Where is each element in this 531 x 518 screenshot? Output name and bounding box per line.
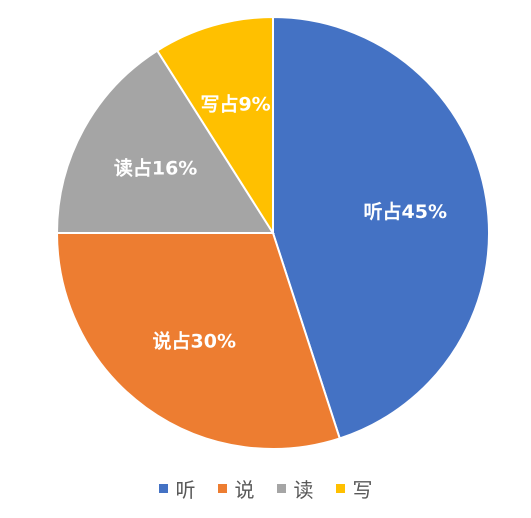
slice-label-speak: 说占30% xyxy=(153,329,236,352)
chart-legend: 听 说 读 写 xyxy=(0,474,531,503)
legend-label-read: 读 xyxy=(293,478,314,502)
legend-item-read: 读 xyxy=(276,474,314,503)
pie-slice-write xyxy=(155,15,274,237)
pie-slice-speak xyxy=(55,232,342,450)
legend-label-listen: 听 xyxy=(175,478,196,502)
legend-swatch-listen xyxy=(158,484,168,493)
legend-item-write: 写 xyxy=(335,474,373,503)
legend-label-write: 写 xyxy=(352,478,373,502)
legend-swatch-write xyxy=(335,484,345,493)
legend-swatch-read xyxy=(276,484,286,493)
legend-item-listen: 听 xyxy=(158,474,196,503)
legend-item-speak: 说 xyxy=(217,474,255,503)
pie-slice-read xyxy=(55,49,275,234)
slice-label-read: 读占16% xyxy=(114,157,197,180)
legend-swatch-speak xyxy=(217,484,227,493)
pie-slices xyxy=(55,15,490,450)
slice-label-write: 写占9% xyxy=(200,92,270,115)
pie-plot-area: 听占45% 说占30% 读占16% 写占9% xyxy=(55,15,490,450)
pie-slice-labels: 听占45% 说占30% 读占16% 写占9% xyxy=(114,92,447,352)
slice-label-listen: 听占45% xyxy=(364,200,447,223)
pie-slice-listen xyxy=(272,15,490,440)
legend-label-speak: 说 xyxy=(234,478,255,502)
